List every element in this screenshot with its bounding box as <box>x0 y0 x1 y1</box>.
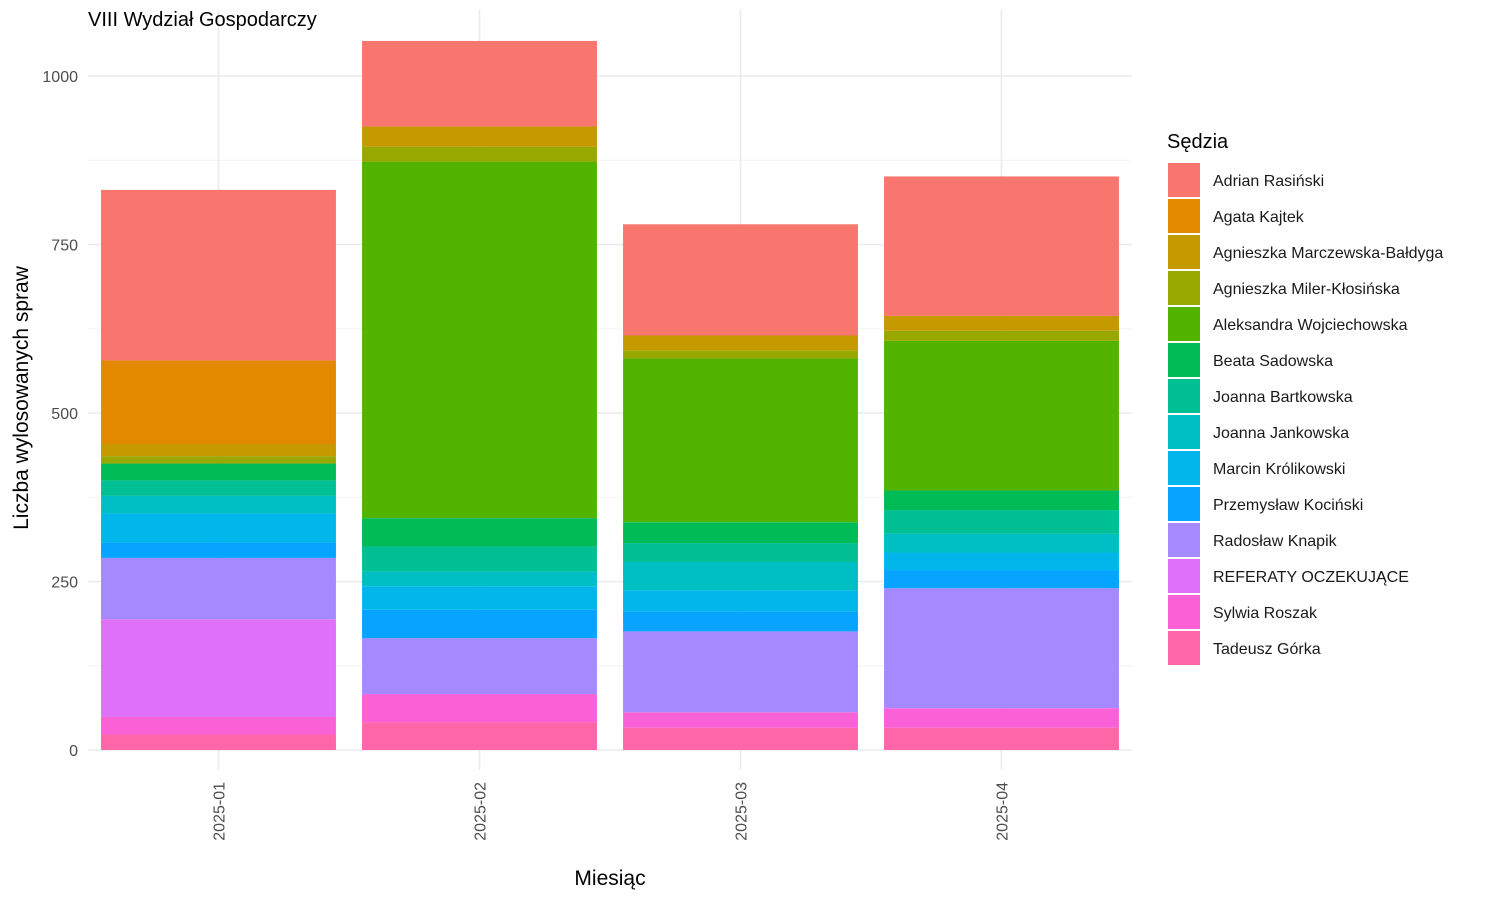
legend-swatch <box>1168 523 1200 557</box>
legend-label: Adrian Rasiński <box>1213 173 1324 190</box>
legend-swatch <box>1168 559 1200 593</box>
axes: 0 250 500 750 1000 2025-01 2025-02 2025-03 2025-… <box>42 69 1011 841</box>
bar-segment <box>101 513 336 543</box>
x-tick-label: 2025-03 <box>734 782 751 841</box>
bar-segment <box>362 571 597 587</box>
bar-segment <box>884 570 1119 589</box>
legend-label: REFERATY OCZEKUJĄCE <box>1213 569 1409 586</box>
bar-segment <box>101 463 336 481</box>
bar-segment <box>362 126 597 147</box>
bar-segment <box>623 590 858 612</box>
x-tick-label: 2025-02 <box>473 782 490 841</box>
legend-label: Beata Sadowska <box>1213 353 1333 370</box>
bar-segment <box>362 722 597 750</box>
bars <box>101 40 1119 750</box>
legend: Sędzia Adrian Rasiński Agata Kajtek Agnies… <box>1167 131 1443 665</box>
bar-segment <box>101 495 336 514</box>
y-axis-title: Liczba wylosowanych spraw <box>10 265 33 530</box>
legend-label: Joanna Jankowska <box>1213 425 1349 442</box>
bar-segment <box>884 340 1119 491</box>
bar-segment <box>884 588 1119 709</box>
bar-segment <box>623 727 858 750</box>
bar-segment <box>101 480 336 496</box>
bar-segment <box>623 224 858 336</box>
legend-swatch <box>1168 163 1200 197</box>
bar-segment <box>362 161 597 519</box>
bar-segment <box>623 631 858 713</box>
bar-segment <box>362 546 597 572</box>
legend-label: Agata Kajtek <box>1213 209 1305 226</box>
legend-swatch <box>1168 343 1200 377</box>
legend-swatch <box>1168 199 1200 233</box>
bar-segment <box>623 561 858 591</box>
bar-segment <box>362 146 597 162</box>
bar-segment <box>362 518 597 547</box>
legend-label: Radosław Knapik <box>1213 533 1338 550</box>
bar-segment <box>623 712 858 728</box>
legend-label: Agnieszka Miler-Kłosińska <box>1213 281 1400 298</box>
legend-swatch <box>1168 307 1200 341</box>
bar-segment <box>623 611 858 632</box>
bar-segment <box>884 510 1119 534</box>
bar-segment <box>623 543 858 562</box>
bar-segment <box>101 557 336 620</box>
y-tick-label: 500 <box>51 406 78 423</box>
legend-swatch <box>1168 235 1200 269</box>
legend-swatch <box>1168 415 1200 449</box>
legend-swatch <box>1168 595 1200 629</box>
bar-segment <box>101 716 336 735</box>
y-tick-label: 750 <box>51 238 78 255</box>
legend-swatch <box>1168 451 1200 485</box>
bar-segment <box>101 619 336 717</box>
legend-label: Joanna Bartkowska <box>1213 389 1353 406</box>
legend-title: Sędzia <box>1167 131 1229 153</box>
chart-title: VIII Wydział Gospodarczy <box>88 9 317 31</box>
bar-segment <box>101 456 336 464</box>
bar-segment <box>101 734 336 750</box>
bar-segment <box>884 552 1119 571</box>
bar-segment <box>623 335 858 351</box>
bar-segment <box>884 533 1119 553</box>
bar-segment <box>362 586 597 610</box>
legend-label: Aleksandra Wojciechowska <box>1213 317 1408 334</box>
legend-label: Tadeusz Górka <box>1213 641 1321 658</box>
legend-label: Sylwia Roszak <box>1213 605 1318 622</box>
x-tick-label: 2025-01 <box>212 782 229 841</box>
bar-segment <box>101 444 336 457</box>
bar-segment <box>884 490 1119 511</box>
bar-segment <box>362 40 597 127</box>
bar-segment <box>362 609 597 639</box>
legend-swatch <box>1168 379 1200 413</box>
bar-segment <box>623 358 858 523</box>
x-axis-title: Miesiąc <box>574 867 645 890</box>
bar-segment <box>884 315 1119 331</box>
legend-swatch <box>1168 487 1200 521</box>
legend-swatch <box>1168 271 1200 305</box>
bar-segment <box>884 727 1119 750</box>
x-tick-label: 2025-04 <box>995 782 1012 841</box>
y-tick-label: 0 <box>69 743 78 760</box>
bar-segment <box>884 708 1119 728</box>
legend-label: Marcin Królikowski <box>1213 461 1345 478</box>
bar-segment <box>362 638 597 695</box>
bar-segment <box>362 694 597 723</box>
bar-segment <box>623 522 858 544</box>
legend-label: Agnieszka Marczewska-Bałdyga <box>1213 245 1443 262</box>
y-tick-label: 250 <box>51 575 78 592</box>
bar-segment <box>884 176 1119 316</box>
bar-segment <box>101 542 336 558</box>
legend-swatch <box>1168 631 1200 665</box>
bar-segment <box>101 360 336 445</box>
y-tick-label: 1000 <box>42 69 78 86</box>
bar-segment <box>623 350 858 359</box>
legend-label: Przemysław Kociński <box>1213 497 1363 514</box>
bar-segment <box>884 330 1119 341</box>
bar-segment <box>101 189 336 361</box>
